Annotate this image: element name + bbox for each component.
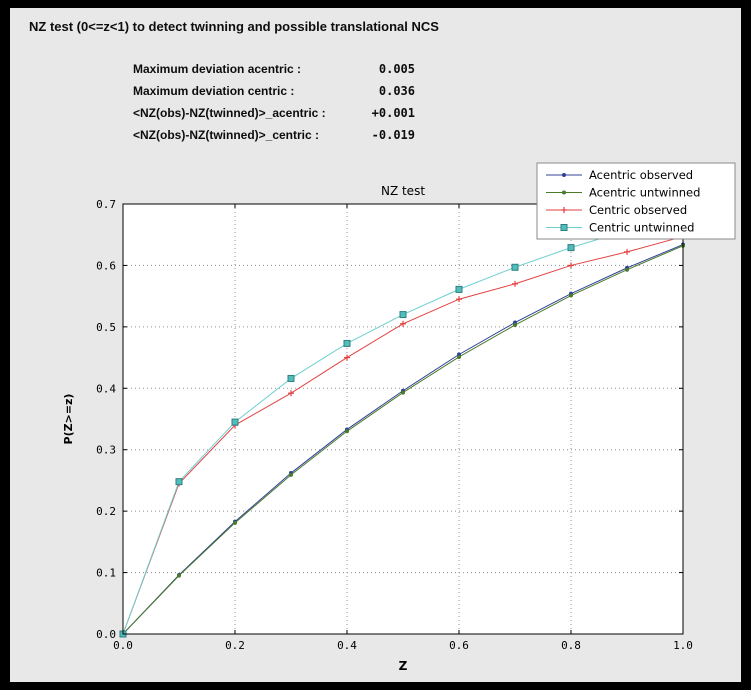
point-marker — [562, 173, 566, 177]
y-tick-label: 0.4 — [96, 382, 116, 395]
point-marker — [569, 293, 573, 298]
plus-marker — [624, 248, 630, 255]
stat-row: <NZ(obs)-NZ(twinned)>_acentric : +0.001 — [133, 102, 415, 124]
square-marker — [455, 285, 463, 293]
nz-test-chart: 0.0 0.2 0.4 0.6 0.8 1.0 0.0 0.1 0.2 0.3 0.4 0.5 0.6 0… — [62, 162, 736, 673]
square-marker — [399, 311, 407, 319]
plus-marker — [344, 354, 350, 361]
square-marker — [287, 374, 295, 382]
legend-entry-acentric-untwinned: Acentric untwinned — [546, 186, 700, 200]
legend-label: Centric observed — [589, 203, 687, 217]
stat-row: Maximum deviation centric : 0.036 — [133, 80, 415, 102]
x-tick-label: 0.0 — [113, 639, 133, 652]
square-marker — [511, 263, 519, 271]
plus-marker — [512, 280, 518, 287]
x-axis-label: Z — [399, 659, 408, 673]
legend: Acentric observed Acentric untwinned Centr… — [536, 162, 736, 240]
stat-value-max-dev-acentric: 0.005 — [378, 62, 415, 76]
stat-value-max-dev-centric: 0.036 — [378, 84, 415, 98]
x-tick-label: 0.4 — [337, 639, 357, 652]
y-tick-label: 0.7 — [96, 198, 116, 211]
plus-marker — [456, 296, 462, 303]
stat-value-nz-diff-centric: -0.019 — [371, 128, 415, 142]
y-tick-label: 0.6 — [96, 259, 116, 272]
stats-block: Maximum deviation acentric : 0.005 Maxim… — [133, 58, 415, 146]
plus-marker — [568, 262, 574, 269]
square-marker — [175, 478, 183, 486]
stat-label-nz-diff-acentric: <NZ(obs)-NZ(twinned)>_acentric : — [133, 106, 326, 120]
point-marker — [289, 472, 293, 477]
stat-value-nz-diff-acentric: +0.001 — [371, 106, 415, 120]
y-tick-label: 0.2 — [96, 505, 116, 518]
stat-row: Maximum deviation acentric : 0.005 — [133, 58, 415, 80]
plus-marker — [561, 207, 567, 213]
x-tick-label: 0.8 — [561, 639, 581, 652]
plot-frame — [122, 203, 684, 635]
legend-label: Acentric untwinned — [589, 186, 700, 200]
x-tick-label: 0.6 — [449, 639, 469, 652]
y-tick-label: 0.3 — [96, 444, 116, 457]
stat-label-nz-diff-centric: <NZ(obs)-NZ(twinned)>_centric : — [133, 128, 320, 142]
point-marker — [345, 429, 349, 434]
square-marker — [231, 418, 239, 426]
legend-box — [536, 162, 736, 240]
stat-row: <NZ(obs)-NZ(twinned)>_centric : -0.019 — [133, 124, 415, 146]
y-axis-label: P(Z>=z) — [62, 394, 75, 445]
plus-marker — [400, 320, 406, 327]
point-marker — [177, 573, 181, 578]
chart-title: NZ test — [381, 184, 425, 198]
point-marker — [562, 190, 566, 195]
point-marker — [625, 267, 629, 272]
x-tick-label: 0.2 — [225, 639, 245, 652]
legend-entry-centric-untwinned: Centric untwinned — [546, 221, 694, 235]
legend-entry-acentric-observed: Acentric observed — [546, 168, 693, 182]
square-marker — [560, 224, 568, 231]
point-marker — [457, 354, 461, 359]
page-title: NZ test (0<=z<1) to detect twinning and … — [29, 19, 439, 34]
x-tick-label: 1.0 — [673, 639, 693, 652]
legend-label: Acentric observed — [589, 168, 693, 182]
plot-area — [123, 204, 683, 634]
stat-label-max-dev-acentric: Maximum deviation acentric : — [133, 62, 302, 76]
plus-marker — [288, 390, 294, 397]
plot-window: NZ test (0<=z<1) to detect twinning and … — [10, 8, 741, 682]
square-marker — [343, 339, 351, 347]
stat-label-max-dev-centric: Maximum deviation centric : — [133, 84, 295, 98]
point-marker — [401, 390, 405, 395]
square-marker — [567, 244, 575, 252]
point-marker — [233, 520, 237, 525]
legend-label: Centric untwinned — [589, 221, 694, 235]
y-tick-label: 0.1 — [96, 567, 116, 580]
point-marker — [513, 323, 517, 328]
y-tick-label: 0.0 — [96, 628, 116, 641]
legend-entry-centric-observed: Centric observed — [546, 203, 687, 217]
tick-labels: 0.0 0.2 0.4 0.6 0.8 1.0 0.0 0.1 0.2 0.3 0.4 0.5 0.6 0… — [96, 198, 693, 652]
y-tick-label: 0.5 — [96, 321, 116, 334]
